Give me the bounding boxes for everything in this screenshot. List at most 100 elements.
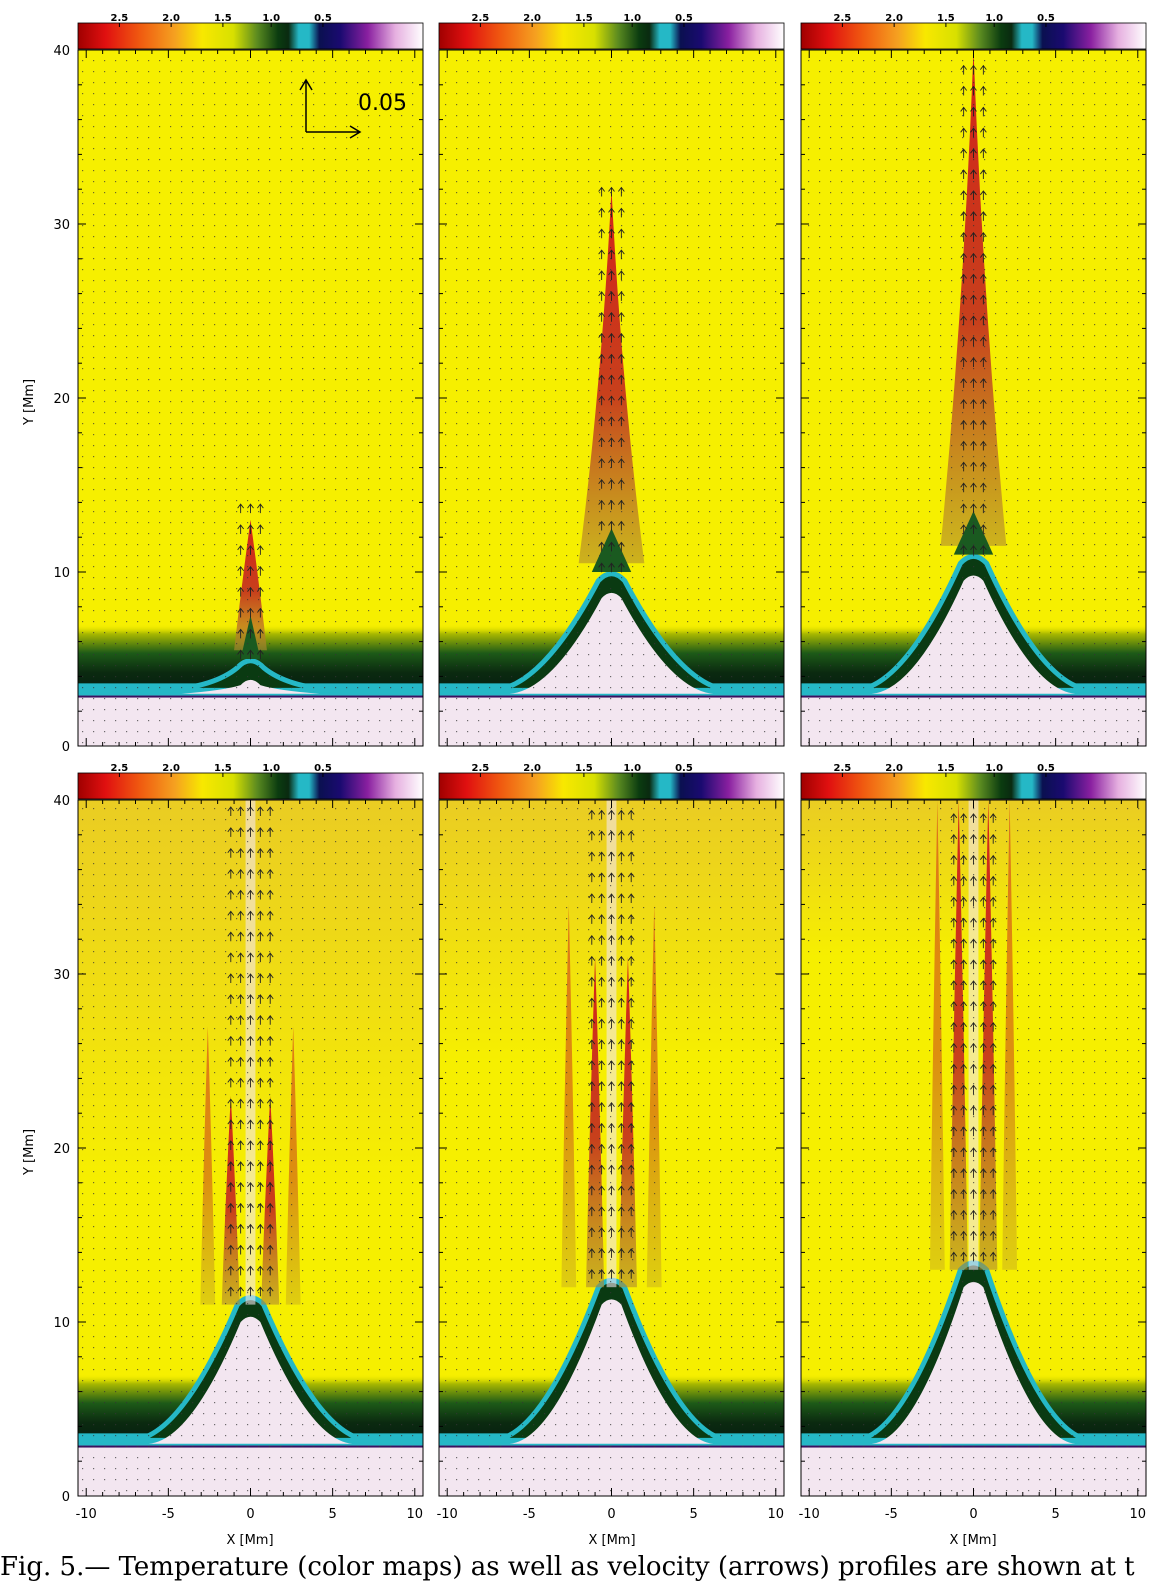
velocity-arrow [608,809,615,820]
velocity-arrow [598,395,606,406]
velocity-arrow [247,952,254,963]
velocity-arrow [608,437,615,448]
velocity-arrow [627,893,635,903]
axis-ticks [801,49,1146,747]
velocity-arrow [960,106,968,117]
velocity-arrow [608,332,615,343]
velocity-arrow [237,889,245,900]
colorbar-tick-label: 1.5 [214,13,232,24]
panel-5-map [439,800,784,1496]
velocity-arrow [617,872,625,883]
velocity-arrow [247,586,254,597]
velocity-arrow [970,294,977,305]
x-tick-label: 10 [768,1507,785,1522]
velocity-arrow [237,1015,245,1025]
velocity-arrow [979,813,987,823]
velocity-arrow [608,499,615,510]
velocity-arrow [588,1248,596,1258]
velocity-arrow [960,169,968,180]
velocity-arrow [256,503,264,514]
velocity-arrow [256,806,264,816]
velocity-arrow [266,1140,274,1151]
panel-2-map [439,50,784,746]
velocity-arrow [970,1084,977,1095]
velocity-arrow [960,854,968,865]
velocity-arrow [256,524,264,535]
velocity-arrow [256,1286,264,1297]
velocity-arrow [617,479,625,489]
panel-3-map [801,50,1146,746]
velocity-arrow [970,959,977,970]
velocity-arrow [960,834,968,844]
colorbar [800,772,1147,800]
colorbar-tick-label: 0.5 [1037,763,1055,774]
y-tick-label: 40 [53,794,70,809]
velocity-arrow [979,148,987,159]
velocity-arrow [608,1102,615,1112]
velocity-arrow [227,868,235,879]
velocity-arrow [989,813,997,823]
panel-1: 0.05 0 10 20 30 40 2.5 2.0 1.5 1.0 0.5 [53,13,424,755]
velocity-arrow [960,938,968,949]
velocity-arrow [960,524,968,535]
velocity-arrow [237,1161,245,1171]
velocity-arrow [979,211,987,221]
velocity-arrow [960,357,968,367]
velocity-arrow [588,976,596,987]
velocity-arrow [227,1035,235,1046]
velocity-arrow [588,1122,596,1133]
velocity-arrow [979,1063,987,1074]
velocity-arrow [989,1042,997,1053]
velocity-arrow [970,938,977,949]
velocity-arrow [950,938,958,949]
velocity-arrow [617,541,625,552]
axis-ticks [439,799,784,1497]
velocity-arrow [627,914,635,924]
velocity-arrow [247,503,254,514]
velocity-arrow [989,917,997,928]
x-tick-label: 0 [607,1507,615,1522]
velocity-arrow [950,854,958,865]
velocity-arrow [608,872,615,883]
colorbar [438,22,785,50]
velocity-arrow [266,1265,274,1276]
velocity-arrow [608,1018,615,1029]
velocity-arrow [950,1147,958,1157]
velocity-arrow [970,1189,977,1199]
velocity-arrow [979,980,987,990]
velocity-arrow [989,1230,997,1241]
velocity-arrow [979,294,987,305]
x-tick-label: 5 [1052,1507,1060,1522]
velocity-arrow [227,952,235,963]
velocity-arrow [970,440,977,451]
colorbar [800,22,1147,50]
velocity-arrow [247,847,254,858]
velocity-arrow [256,566,264,576]
velocity-arrow [266,994,274,1004]
figure-caption: Fig. 5.— Temperature (color maps) as wel… [0,1552,1135,1582]
velocity-arrow [588,1081,596,1091]
velocity-arrow [617,311,625,322]
colorbar-tick-label: 0.5 [314,763,332,774]
velocity-arrow [588,1018,596,1029]
velocity-arrow [627,1102,635,1112]
velocity-arrow [237,1202,245,1213]
velocity-arrow [970,419,977,430]
velocity-arrow [970,1063,977,1074]
velocity-arrow [598,997,606,1008]
colorbar-tick-label: 0.5 [314,13,332,24]
velocity-arrow [970,85,977,96]
panel-6: -10 -5 0 5 10 2.5 2.0 1.5 1.0 0.5 [799,763,1147,1522]
velocity-arrow [979,419,987,430]
velocity-arrow [247,524,254,535]
velocity-arrow [237,1077,245,1088]
velocity-arrow [960,231,968,242]
velocity-arrow [627,976,635,987]
velocity-arrow [960,1084,968,1095]
velocity-arrow [617,1227,625,1238]
velocity-arrow [617,1206,625,1217]
velocity-arrow [256,1098,264,1109]
velocity-arrow [237,868,245,879]
velocity-arrow [989,938,997,949]
velocity-arrow [989,1251,997,1262]
